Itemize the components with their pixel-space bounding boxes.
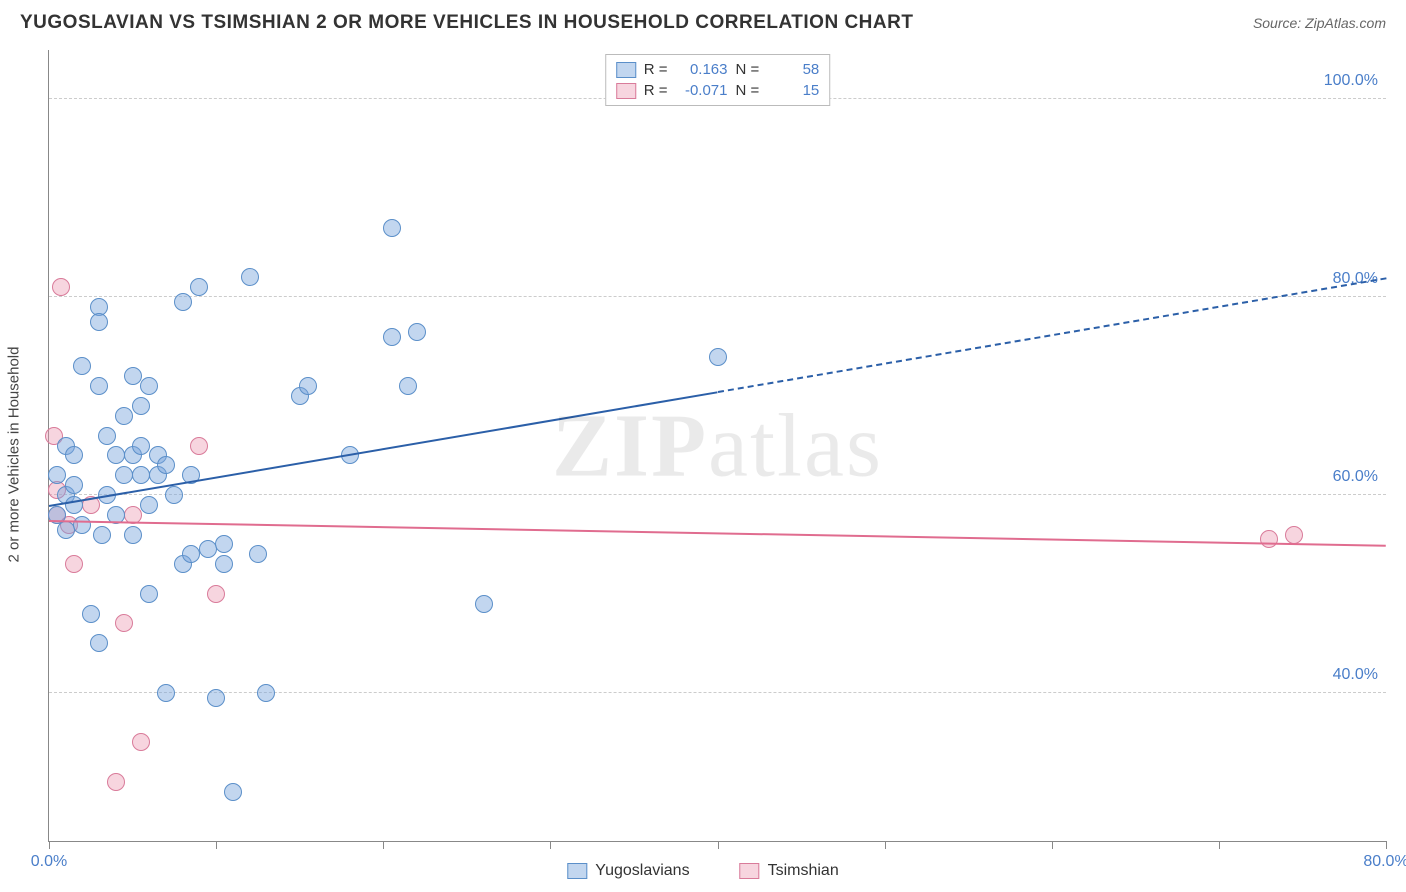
scatter-point-series2	[1260, 530, 1278, 548]
scatter-point-series1	[98, 427, 116, 445]
x-tick	[216, 841, 217, 849]
scatter-point-series1	[140, 377, 158, 395]
swatch-series2	[616, 83, 636, 99]
stats-row-series2: R = -0.071 N = 15	[616, 80, 820, 101]
scatter-point-series1	[65, 446, 83, 464]
scatter-point-series1	[73, 357, 91, 375]
legend-label-series1: Yugoslavians	[595, 862, 689, 880]
scatter-point-series1	[48, 466, 66, 484]
scatter-point-series1	[249, 545, 267, 563]
scatter-point-series2	[207, 585, 225, 603]
legend-item-series2: Tsimshian	[740, 862, 839, 880]
x-tick	[885, 841, 886, 849]
scatter-point-series1	[215, 555, 233, 573]
x-tick	[1052, 841, 1053, 849]
scatter-point-series1	[90, 634, 108, 652]
scatter-point-series1	[73, 516, 91, 534]
scatter-point-series1	[57, 521, 75, 539]
y-tick-label: 40.0%	[1333, 666, 1378, 684]
scatter-point-series1	[132, 466, 150, 484]
scatter-point-series1	[65, 476, 83, 494]
scatter-point-series1	[157, 456, 175, 474]
scatter-point-series1	[224, 783, 242, 801]
scatter-point-series1	[182, 545, 200, 563]
gridline	[49, 692, 1386, 693]
scatter-point-series1	[383, 219, 401, 237]
stats-row-series1: R = 0.163 N = 58	[616, 59, 820, 80]
scatter-point-series1	[140, 496, 158, 514]
x-tick-label: 0.0%	[31, 853, 67, 871]
correlation-stats-box: R = 0.163 N = 58 R = -0.071 N = 15	[605, 54, 831, 106]
scatter-point-series2	[115, 614, 133, 632]
scatter-point-series1	[475, 595, 493, 613]
scatter-point-series1	[157, 684, 175, 702]
y-tick-label: 100.0%	[1324, 72, 1378, 90]
scatter-point-series1	[82, 605, 100, 623]
trend-line-series2	[49, 520, 1386, 547]
gridline	[49, 494, 1386, 495]
scatter-point-series1	[241, 268, 259, 286]
y-tick-label: 60.0%	[1333, 468, 1378, 486]
plot-area: 40.0%60.0%80.0%100.0%0.0%80.0% ZIPatlas …	[48, 50, 1386, 842]
x-tick	[550, 841, 551, 849]
scatter-point-series1	[383, 328, 401, 346]
x-tick-label: 80.0%	[1363, 853, 1406, 871]
swatch-series1	[616, 62, 636, 78]
scatter-point-series1	[299, 377, 317, 395]
scatter-point-series1	[107, 446, 125, 464]
legend-swatch-series2	[740, 863, 760, 879]
scatter-point-series1	[190, 278, 208, 296]
gridline	[49, 296, 1386, 297]
x-tick	[718, 841, 719, 849]
scatter-point-series1	[115, 466, 133, 484]
scatter-point-series1	[124, 526, 142, 544]
scatter-point-series2	[190, 437, 208, 455]
scatter-point-series2	[1285, 526, 1303, 544]
scatter-point-series1	[174, 293, 192, 311]
scatter-point-series1	[257, 684, 275, 702]
scatter-point-series1	[124, 367, 142, 385]
legend-label-series2: Tsimshian	[768, 862, 839, 880]
y-axis-label: 2 or more Vehicles in Household	[6, 347, 23, 563]
scatter-point-series1	[90, 313, 108, 331]
scatter-point-series1	[408, 323, 426, 341]
scatter-point-series1	[399, 377, 417, 395]
scatter-point-series2	[65, 555, 83, 573]
scatter-point-series2	[52, 278, 70, 296]
legend: Yugoslavians Tsimshian	[567, 862, 838, 880]
scatter-point-series1	[207, 689, 225, 707]
trend-line-series1-ext	[717, 277, 1386, 393]
x-tick	[49, 841, 50, 849]
chart-title: YUGOSLAVIAN VS TSIMSHIAN 2 OR MORE VEHIC…	[20, 12, 913, 34]
scatter-point-series1	[140, 585, 158, 603]
scatter-point-series1	[165, 486, 183, 504]
scatter-point-series2	[107, 773, 125, 791]
scatter-point-series2	[132, 733, 150, 751]
x-tick	[1386, 841, 1387, 849]
scatter-point-series1	[215, 535, 233, 553]
source-attribution: Source: ZipAtlas.com	[1253, 15, 1386, 31]
scatter-point-series1	[115, 407, 133, 425]
legend-item-series1: Yugoslavians	[567, 862, 689, 880]
x-tick	[1219, 841, 1220, 849]
scatter-point-series1	[199, 540, 217, 558]
scatter-point-series1	[132, 437, 150, 455]
scatter-point-series1	[709, 348, 727, 366]
legend-swatch-series1	[567, 863, 587, 879]
scatter-point-series1	[90, 377, 108, 395]
chart-header: YUGOSLAVIAN VS TSIMSHIAN 2 OR MORE VEHIC…	[0, 0, 1406, 42]
scatter-point-series1	[93, 526, 111, 544]
x-tick	[383, 841, 384, 849]
scatter-point-series1	[132, 397, 150, 415]
